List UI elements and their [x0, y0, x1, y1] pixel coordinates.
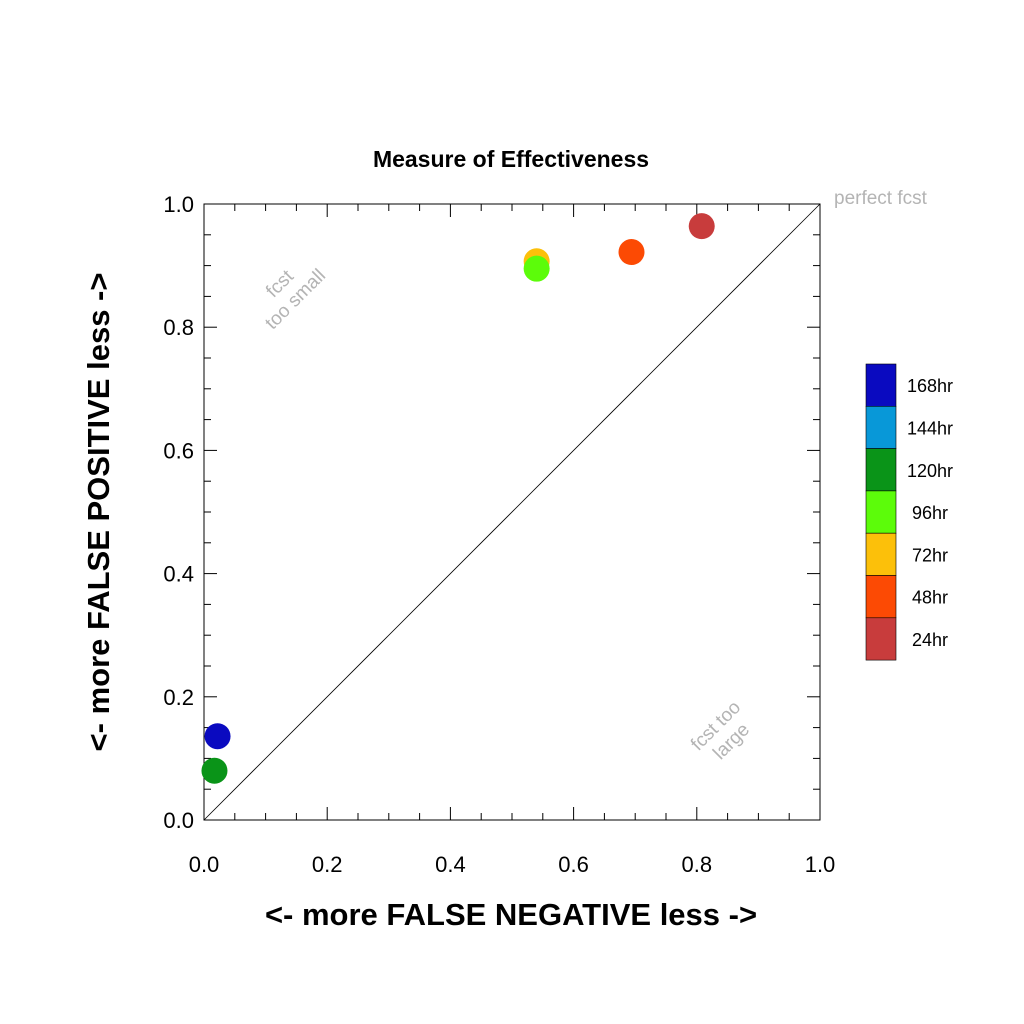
y-tick-label: 1.0 [163, 192, 194, 217]
annotation-fcst-too-small: fcsttoo small [246, 250, 330, 334]
data-point-120hr [201, 757, 228, 784]
legend-label-144hr: 144hr [907, 418, 953, 438]
legend-swatch-96hr [865, 490, 897, 534]
y-tick-label: 0.0 [163, 808, 194, 833]
x-tick-label: 0.6 [558, 852, 589, 877]
legend-swatch-24hr [865, 617, 897, 661]
data-point-96hr [523, 255, 550, 282]
x-tick-label: 0.8 [682, 852, 713, 877]
data-point-168hr [204, 723, 231, 750]
chart-title: Measure of Effectiveness [373, 146, 649, 172]
legend-swatch-168hr [865, 363, 897, 407]
perfect-forecast-line [203, 203, 821, 821]
y-tick-label: 0.2 [163, 685, 194, 710]
legend-swatch-144hr [865, 405, 897, 449]
x-tick-label: 1.0 [805, 852, 836, 877]
y-tick-label: 0.8 [163, 315, 194, 340]
data-point-48hr [618, 239, 645, 266]
legend-swatch-120hr [865, 448, 897, 492]
y-tick-label: 0.4 [163, 562, 194, 587]
x-tick-label: 0.0 [189, 852, 220, 877]
y-axis-title: <- more FALSE POSITIVE less -> [81, 273, 116, 752]
legend-label-96hr: 96hr [912, 503, 948, 523]
data-points [201, 213, 715, 784]
legend-swatch-48hr [865, 575, 897, 619]
legend-label-48hr: 48hr [912, 588, 948, 608]
annotation-perfect-fcst: perfect fcst [834, 188, 928, 209]
annotation-line: too small [261, 265, 330, 334]
x-axis-title: <- more FALSE NEGATIVE less -> [265, 897, 757, 932]
x-tick-label: 0.2 [312, 852, 343, 877]
plot-axes: 0.0 0.2 0.4 0.6 0.8 1.0 0.0 0.2 0.4 0.6 0.8 1.0 [163, 192, 835, 877]
x-tick-label: 0.4 [435, 852, 466, 877]
data-point-24hr [688, 213, 715, 240]
plot-annotations: fcsttoo small fcst toolarge perfect fcst [246, 188, 928, 771]
legend-swatch-72hr [865, 532, 897, 576]
legend: 168hr 144hr 120hr 96hr 72hr 48hr 24hr [865, 363, 953, 661]
legend-label-24hr: 24hr [912, 630, 948, 650]
annotation-fcst-too-large: fcst toolarge [687, 697, 761, 771]
y-tick-label: 0.6 [163, 438, 194, 463]
legend-label-168hr: 168hr [907, 376, 953, 396]
legend-label-120hr: 120hr [907, 461, 953, 481]
legend-label-72hr: 72hr [912, 545, 948, 565]
